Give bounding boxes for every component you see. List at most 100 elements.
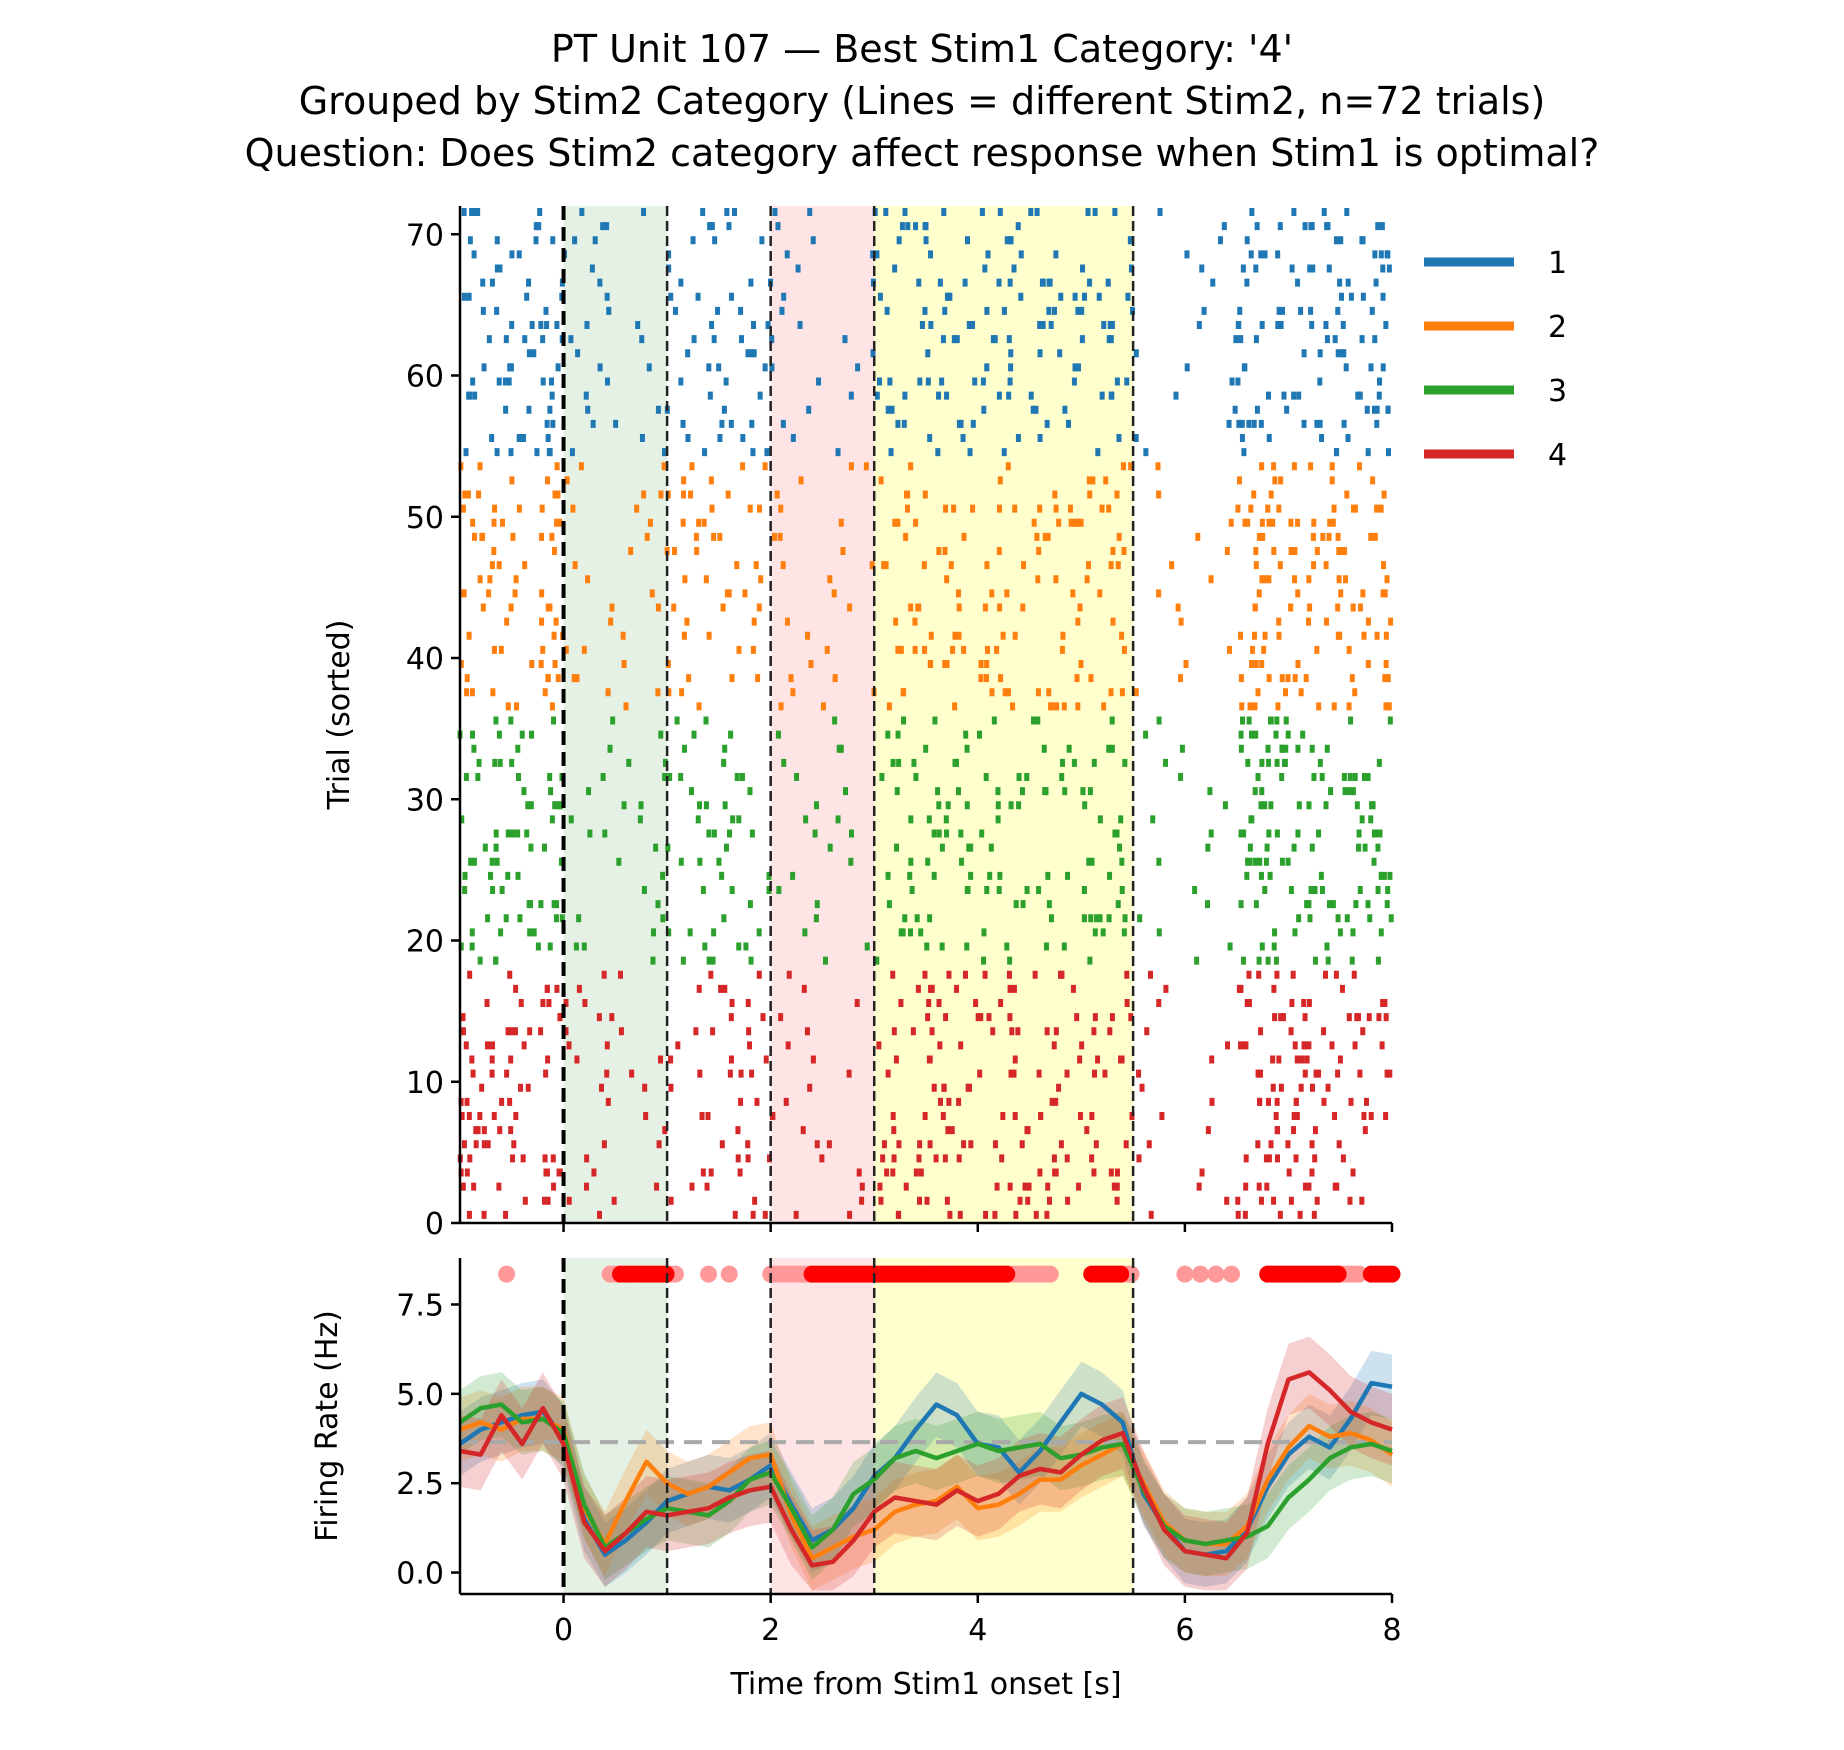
- spike-tick: [569, 448, 575, 457]
- spike-tick: [1011, 1069, 1017, 1078]
- spike-tick: [1016, 801, 1022, 810]
- spike-tick: [1276, 1055, 1282, 1064]
- spike-tick: [551, 547, 557, 555]
- spike-tick: [545, 434, 551, 442]
- spike-tick: [1077, 1112, 1083, 1120]
- spike-tick: [521, 787, 527, 796]
- spike-tick: [1379, 222, 1385, 231]
- spike-tick: [1018, 250, 1024, 259]
- spike-tick: [874, 956, 880, 965]
- spike-tick: [480, 278, 486, 287]
- spike-tick: [756, 970, 762, 979]
- spike-tick: [922, 1112, 928, 1120]
- spike-tick: [611, 1196, 617, 1205]
- spike-tick: [1266, 1097, 1272, 1106]
- spike-tick: [1382, 674, 1388, 683]
- spike-tick: [703, 716, 709, 725]
- spike-tick: [896, 1140, 902, 1149]
- spike-tick: [1092, 1069, 1098, 1078]
- spike-tick: [1008, 363, 1014, 372]
- spike-tick: [1288, 886, 1294, 894]
- spike-tick: [905, 222, 911, 231]
- spike-tick: [1155, 462, 1161, 471]
- spike-tick: [1094, 914, 1100, 923]
- raster-group-3: [457, 716, 1394, 965]
- spike-tick: [894, 843, 900, 852]
- spike-tick: [925, 377, 931, 386]
- spike-tick: [1339, 349, 1345, 358]
- spike-tick: [509, 250, 515, 259]
- spike-tick: [1332, 1182, 1338, 1191]
- spike-tick: [597, 363, 603, 372]
- spike-tick: [856, 1168, 862, 1177]
- spike-tick: [735, 1126, 741, 1135]
- spike-tick: [1070, 589, 1076, 598]
- spike-tick: [662, 1126, 668, 1135]
- spike-tick: [1062, 787, 1068, 796]
- spike-tick: [1236, 984, 1242, 993]
- spike-tick: [1309, 1168, 1315, 1177]
- spike-tick: [747, 504, 753, 513]
- spike-tick: [776, 886, 782, 894]
- spike-tick: [1320, 532, 1326, 541]
- spike-tick: [1266, 829, 1272, 838]
- spike-tick: [689, 787, 695, 796]
- spike-tick: [492, 758, 498, 767]
- spike-tick: [1249, 660, 1255, 668]
- spike-tick: [1043, 787, 1049, 796]
- spike-tick: [1173, 391, 1179, 400]
- spike-tick: [529, 660, 535, 668]
- spike-tick: [1018, 292, 1024, 301]
- spike-tick: [466, 631, 472, 640]
- spike-tick: [908, 462, 914, 471]
- spike-tick: [982, 970, 988, 979]
- spike-tick: [503, 1210, 509, 1219]
- spike-tick: [1195, 532, 1201, 541]
- raster-epoch-2: [874, 206, 1134, 1223]
- spike-tick: [1316, 1069, 1322, 1078]
- spike-tick: [1245, 758, 1251, 767]
- spike-tick: [1121, 928, 1127, 937]
- spike-tick: [1279, 773, 1285, 781]
- spike-tick: [724, 589, 730, 598]
- spike-tick: [1312, 1126, 1318, 1135]
- spike-tick: [922, 306, 928, 315]
- spike-tick: [543, 1168, 549, 1177]
- spike-tick: [592, 236, 598, 245]
- spike-tick: [1060, 631, 1066, 640]
- spike-tick: [832, 674, 838, 683]
- spike-tick: [950, 645, 956, 654]
- spike-tick: [1061, 702, 1067, 711]
- spike-tick: [695, 292, 701, 301]
- spike-tick: [549, 815, 555, 824]
- spike-tick: [1119, 631, 1125, 640]
- spike-tick: [924, 1196, 930, 1205]
- spike-tick: [484, 999, 490, 1007]
- spike-tick: [1114, 1168, 1120, 1177]
- spike-tick: [542, 1196, 548, 1205]
- spike-tick: [1253, 660, 1259, 668]
- spike-tick: [553, 914, 559, 923]
- spike-tick: [1051, 1041, 1057, 1050]
- spike-tick: [585, 575, 591, 584]
- spike-tick: [658, 490, 664, 499]
- spike-tick: [701, 518, 707, 527]
- spike-tick: [505, 871, 511, 880]
- spike-tick: [985, 645, 991, 654]
- spike-tick: [1324, 335, 1330, 344]
- spike-tick: [1124, 999, 1130, 1007]
- spike-tick: [1325, 956, 1331, 965]
- spike-tick: [1037, 321, 1043, 329]
- spike-tick: [476, 490, 482, 499]
- spike-tick: [727, 829, 733, 838]
- spike-tick: [879, 773, 885, 781]
- spike-tick: [896, 1210, 902, 1219]
- spike-tick: [1252, 603, 1258, 612]
- spike-tick: [955, 787, 961, 796]
- spike-tick: [1274, 716, 1280, 725]
- spike-tick: [554, 462, 560, 471]
- spike-tick: [1374, 405, 1380, 414]
- spike-tick: [505, 829, 511, 838]
- spike-tick: [1290, 970, 1296, 979]
- spike-tick: [1237, 306, 1243, 315]
